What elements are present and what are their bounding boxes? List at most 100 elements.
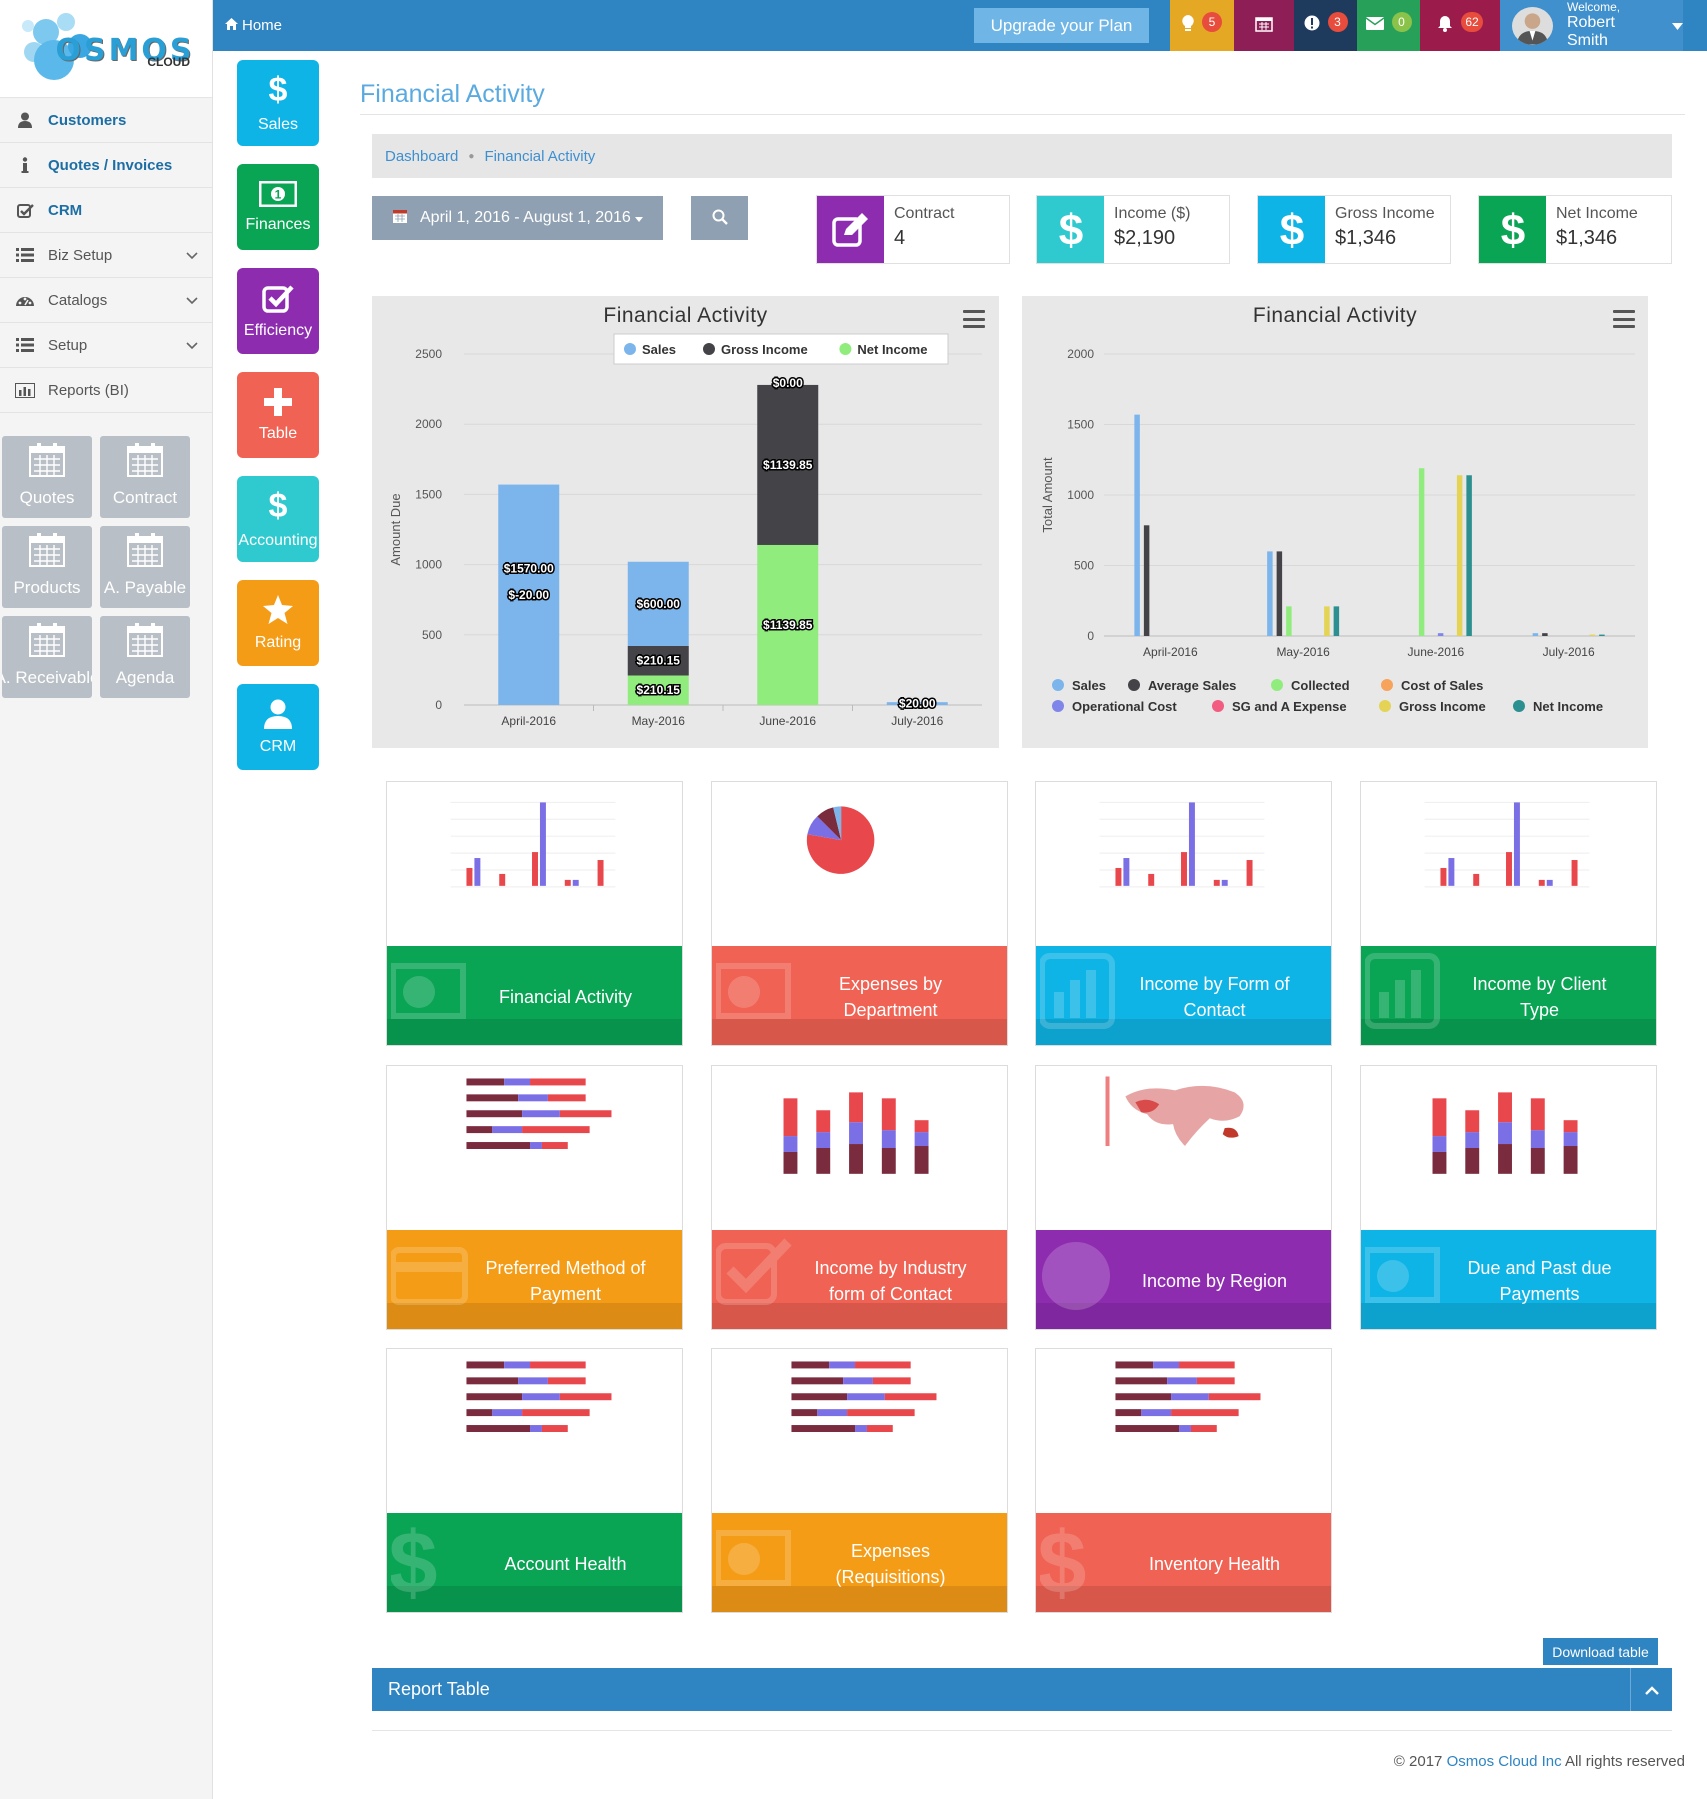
preview-bar [881,1130,896,1148]
report-tile[interactable]: Account Health $ [386,1348,683,1613]
preview-bar [881,1098,896,1131]
chart-canvas: 0 500 1000 1500 2000 Total Amount April-2016 Ma… [1040,347,1635,714]
sidebar-item-label: CRM [48,201,83,219]
data-label-text: $20.00 [899,697,936,711]
bar [1599,634,1605,636]
quick-sales-button[interactable]: $ Sales [237,60,319,146]
report-tile[interactable]: Expenses by Department [711,781,1008,1046]
preview-bar [530,1425,542,1432]
chart-legend: Sales Gross Income Net Income [613,333,949,365]
report-preview-thumbnail [806,806,875,874]
shortcut-accounts-receivable[interactable]: A. Receivable [2,616,92,698]
legend-label: Cost of Sales [1401,678,1483,693]
report-preview-thumbnail [1432,1092,1578,1174]
preview-bar [530,1078,586,1086]
bar [1542,633,1548,636]
breadcrumb: Dashboard ● Financial Activity [372,134,1672,178]
legend-marker [1513,700,1525,712]
report-tile[interactable]: Inventory Health $ [1035,1348,1332,1613]
dollar-icon: $ [391,1519,437,1599]
quick-table-button[interactable]: Table [237,372,319,458]
report-tile-label: Inventory Health [1036,1513,1331,1612]
quick-crm-button[interactable]: CRM [237,684,319,770]
y-tick-label: 2000 [415,417,442,431]
upgrade-plan-button[interactable]: Upgrade your Plan [974,8,1149,43]
sidebar-item-customers[interactable]: Customers [0,98,212,143]
notifications-indicator[interactable]: 62 [1420,0,1500,51]
shortcut-products[interactable]: Products [2,526,92,608]
preview-bar [466,1409,493,1417]
report-tile-footer [387,1019,682,1045]
alerts-indicator[interactable]: 3 [1294,0,1357,51]
sidebar-item-biz-setup[interactable]: Biz Setup [0,233,212,278]
breadcrumb-dashboard-link[interactable]: Dashboard [385,147,459,165]
preview-bar [1432,1151,1447,1174]
home-link[interactable]: Home [225,17,282,34]
quick-rating-button[interactable]: Rating [237,580,319,666]
icon-shape [716,963,791,1019]
calendar-indicator[interactable] [1234,0,1294,51]
sidebar-item-quotes-invoices[interactable]: Quotes / Invoices [0,143,212,188]
report-tile[interactable]: Income by Industry form of Contact [711,1065,1008,1330]
preview-bar [817,1409,848,1417]
report-tile[interactable]: Due and Past due Payments [1360,1065,1657,1330]
footer-company-link[interactable]: Osmos Cloud Inc [1446,1753,1562,1770]
date-range-picker[interactable]: April 1, 2016 - August 1, 2016 [372,196,663,240]
sidebar-item-label: Biz Setup [48,246,113,264]
preview-bar [1221,879,1228,886]
quick-efficiency-button[interactable]: Efficiency [237,268,319,354]
legend-marker [624,343,636,355]
data-label-text: $-20.00 [508,588,549,602]
preview-bar [1530,1130,1545,1148]
preview-bar [466,1361,505,1369]
sidebar-item-setup[interactable]: Setup [0,323,212,368]
logo[interactable]: OSMOS CLOUD [0,0,212,98]
shortcut-agenda[interactable]: Agenda [100,616,190,698]
legend-marker [1128,679,1140,691]
bar [1267,551,1273,636]
quick-finances-button[interactable]: 1 Finances [237,164,319,250]
sidebar-item-catalogs[interactable]: Catalogs [0,278,212,323]
sidebar-item-label: Quotes / Invoices [48,156,173,174]
search-icon [712,209,728,228]
chart-menu-icon[interactable] [1613,310,1635,328]
report-tile-footer [1036,1303,1331,1329]
sidebar-item-reports[interactable]: Reports (BI) [0,368,212,413]
preview-bar [504,1361,531,1369]
preview-bar [530,1142,542,1149]
chart-menu-icon[interactable] [963,310,985,328]
list-icon [14,248,36,262]
preview-bar [1148,873,1155,886]
collapse-toggle-button[interactable] [1630,1668,1672,1711]
avatar [1512,6,1553,45]
quick-accounting-button[interactable]: $ Accounting [237,476,319,562]
download-table-button[interactable]: Download table [1543,1638,1658,1665]
report-tile[interactable]: Income by Region [1035,1065,1332,1330]
preview-bar [1171,1393,1209,1401]
sidebar-item-crm[interactable]: CRM [0,188,212,233]
stat-gross-income: $ Gross Income $1,346 [1257,195,1451,264]
report-tile[interactable]: Income by Client Type [1360,781,1657,1046]
shortcut-quotes[interactable]: Quotes [2,436,92,518]
preview-bar [1563,1146,1578,1174]
notifications-count-badge: 62 [1461,11,1483,32]
report-tile[interactable]: Financial Activity [386,781,683,1046]
legend-label: Operational Cost [1072,699,1177,714]
messages-indicator[interactable]: 0 [1357,0,1420,51]
bar [1143,525,1150,636]
shortcut-accounts-payable[interactable]: A. Payable [100,526,190,608]
report-tile[interactable]: Expenses (Requisitions) [711,1348,1008,1613]
credit-card-icon [391,1247,468,1305]
brand-name: OSMOS [55,33,195,68]
legend-label: SG and A Expense [1232,699,1347,714]
ideas-indicator[interactable]: 5 [1170,0,1234,51]
report-tile[interactable]: Income by Form of Contact [1035,781,1332,1046]
preview-bar [466,1425,531,1432]
search-button[interactable] [691,196,748,240]
svg-text:$: $ [269,73,287,107]
preview-bar [518,1377,548,1385]
user-menu[interactable]: Welcome, Robert Smith [1500,0,1683,51]
preview-bar [791,1377,844,1385]
report-tile[interactable]: Preferred Method of Payment [386,1065,683,1330]
shortcut-contract[interactable]: Contract [100,436,190,518]
